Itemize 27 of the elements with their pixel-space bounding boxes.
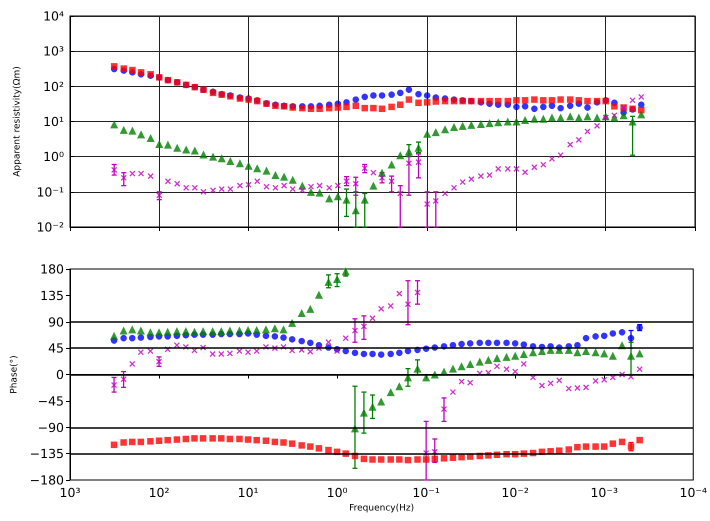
- y-tick-label: −135: [30, 446, 64, 462]
- y-tick-label: 10³: [43, 44, 64, 59]
- y-tick-label: 0: [56, 367, 64, 382]
- y-tick-label: 10⁰: [43, 149, 64, 164]
- x-tick-label: 10⁻²: [501, 485, 529, 500]
- y-tick-label: −45: [38, 393, 64, 408]
- y-tick-label: 180: [40, 262, 64, 276]
- y-axis-title: Apparent resistivity(Ωm): [12, 66, 22, 177]
- x-tick-label: 10⁻¹: [412, 485, 440, 500]
- x-tick-label: 10³: [60, 485, 80, 500]
- x-tick-label: 10¹: [238, 485, 259, 500]
- y-tick-label: −180: [30, 472, 64, 488]
- y-tick-label: 10²: [43, 78, 64, 94]
- y-tick-label: 10⁴: [43, 8, 64, 24]
- x-tick-label: 10²: [148, 485, 170, 500]
- y-tick-label: 10⁻²: [36, 220, 64, 234]
- x-tick-label: 10⁰: [326, 485, 348, 500]
- y-tick-label: 135: [40, 288, 64, 303]
- x-tick-label: 10⁻⁴: [679, 485, 707, 500]
- y-tick-label: −90: [38, 420, 64, 435]
- y-tick-label: 45: [48, 340, 64, 356]
- y-tick-label: 10¹: [43, 114, 64, 129]
- y-tick-label: 90: [48, 314, 64, 330]
- y-tick-label: 10⁻¹: [36, 184, 64, 200]
- y-axis-title: Phase(°): [9, 355, 20, 394]
- x-axis-title: Frequency(Hz): [349, 504, 414, 514]
- x-tick-label: 10⁻³: [590, 485, 618, 500]
